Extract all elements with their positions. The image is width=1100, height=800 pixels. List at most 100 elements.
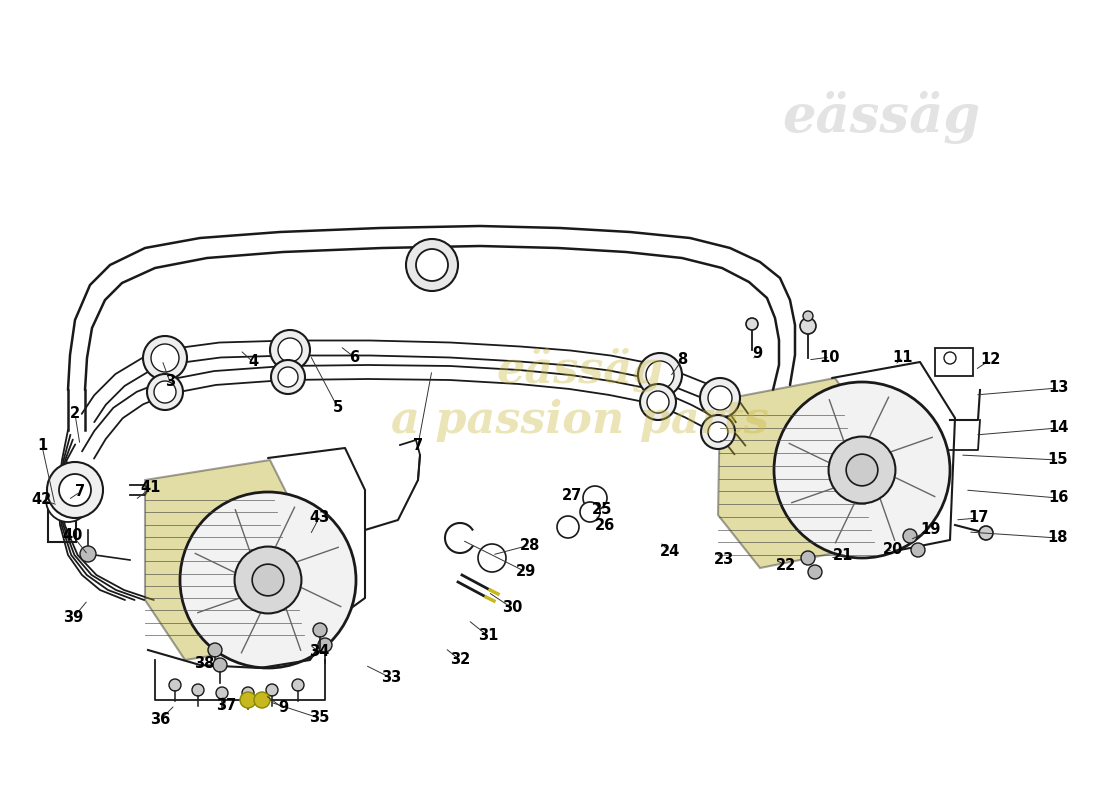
Text: 7: 7	[412, 438, 424, 453]
Text: 22: 22	[776, 558, 796, 573]
Circle shape	[846, 454, 878, 486]
Circle shape	[254, 692, 270, 708]
Circle shape	[318, 638, 332, 652]
Polygon shape	[718, 378, 878, 568]
Text: 43: 43	[309, 510, 329, 526]
Circle shape	[234, 546, 301, 614]
Circle shape	[278, 367, 298, 387]
Circle shape	[638, 353, 682, 397]
Text: 34: 34	[309, 645, 329, 659]
Text: 42: 42	[32, 493, 52, 507]
Circle shape	[151, 344, 179, 372]
Circle shape	[240, 692, 256, 708]
Text: 9: 9	[278, 701, 288, 715]
Text: 5: 5	[333, 401, 343, 415]
Text: 6: 6	[349, 350, 359, 365]
Circle shape	[708, 422, 728, 442]
Circle shape	[278, 338, 303, 362]
Circle shape	[242, 687, 254, 699]
Text: 30: 30	[502, 601, 522, 615]
Circle shape	[266, 684, 278, 696]
Text: 16: 16	[1048, 490, 1068, 506]
Circle shape	[840, 448, 884, 492]
Circle shape	[803, 311, 813, 321]
Text: eässäg
a passion parts: eässäg a passion parts	[392, 348, 769, 442]
Text: eässäg: eässäg	[782, 91, 980, 145]
Circle shape	[180, 492, 356, 668]
Circle shape	[801, 551, 815, 565]
Circle shape	[774, 382, 950, 558]
Text: 36: 36	[150, 713, 170, 727]
Text: 12: 12	[980, 353, 1000, 367]
Circle shape	[903, 529, 917, 543]
Text: 7: 7	[75, 485, 85, 499]
Text: 11: 11	[893, 350, 913, 365]
Text: 23: 23	[714, 553, 734, 567]
Circle shape	[47, 462, 103, 518]
Circle shape	[406, 239, 458, 291]
Circle shape	[213, 658, 227, 672]
Circle shape	[147, 374, 183, 410]
Circle shape	[911, 543, 925, 557]
Circle shape	[583, 486, 607, 510]
Text: 13: 13	[1048, 381, 1068, 395]
Circle shape	[557, 516, 579, 538]
Circle shape	[271, 360, 305, 394]
Circle shape	[979, 526, 993, 540]
Text: 9: 9	[752, 346, 762, 362]
Polygon shape	[145, 460, 310, 660]
Circle shape	[80, 546, 96, 562]
Circle shape	[314, 623, 327, 637]
Text: 17: 17	[968, 510, 988, 526]
Circle shape	[246, 558, 290, 602]
Text: 32: 32	[450, 653, 470, 667]
Text: 27: 27	[562, 489, 582, 503]
Circle shape	[416, 249, 448, 281]
Circle shape	[746, 318, 758, 330]
Text: 35: 35	[309, 710, 329, 726]
Text: 19: 19	[920, 522, 940, 538]
Circle shape	[59, 474, 91, 506]
Circle shape	[808, 565, 822, 579]
Text: 24: 24	[660, 545, 680, 559]
Text: 8: 8	[676, 353, 688, 367]
Text: 33: 33	[381, 670, 402, 686]
Circle shape	[478, 544, 506, 572]
Text: 21: 21	[833, 549, 854, 563]
Text: 38: 38	[194, 657, 214, 671]
Circle shape	[708, 386, 732, 410]
Circle shape	[192, 684, 204, 696]
Bar	[48, 500, 76, 542]
Circle shape	[292, 679, 304, 691]
Circle shape	[154, 381, 176, 403]
Text: 26: 26	[595, 518, 615, 533]
Circle shape	[169, 679, 182, 691]
Circle shape	[800, 318, 816, 334]
Circle shape	[647, 391, 669, 413]
Text: 2: 2	[70, 406, 80, 422]
Text: 3: 3	[165, 374, 175, 390]
Bar	[935, 348, 974, 376]
Circle shape	[270, 330, 310, 370]
Circle shape	[640, 384, 676, 420]
Text: 40: 40	[63, 529, 84, 543]
Text: 15: 15	[1047, 453, 1068, 467]
Circle shape	[46, 478, 90, 522]
Text: 18: 18	[1047, 530, 1068, 546]
Text: 20: 20	[883, 542, 903, 558]
Text: 41: 41	[141, 481, 162, 495]
Circle shape	[944, 352, 956, 364]
Text: 14: 14	[1048, 421, 1068, 435]
Circle shape	[700, 378, 740, 418]
Text: 37: 37	[216, 698, 236, 714]
Circle shape	[216, 687, 228, 699]
Circle shape	[828, 437, 895, 503]
Text: 25: 25	[592, 502, 613, 518]
Circle shape	[56, 488, 80, 512]
Text: 4: 4	[248, 354, 258, 370]
Circle shape	[701, 415, 735, 449]
Text: 39: 39	[63, 610, 84, 626]
Text: 29: 29	[516, 565, 536, 579]
Text: 10: 10	[820, 350, 840, 365]
Circle shape	[143, 336, 187, 380]
